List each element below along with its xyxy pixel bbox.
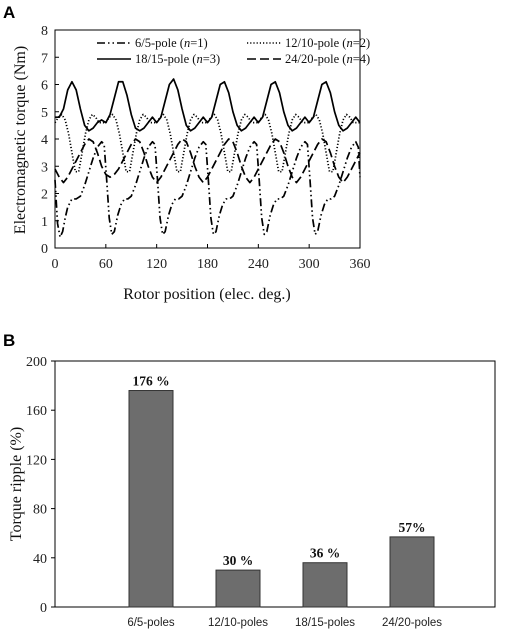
legend-label: 18/15-pole	[135, 52, 190, 66]
y-tick-label: 160	[26, 404, 47, 419]
y-tick-label: 1	[41, 215, 48, 230]
ripple-bars: 176 % 6/5-poles 30 % 12/10-poles 36 % 18/15-p…	[127, 374, 442, 629]
x-axis-title-a: Rotor position (elec. deg.)	[123, 286, 291, 303]
bar-value-label: 30 %	[223, 553, 253, 568]
legend-paren-close: )	[216, 52, 220, 66]
category-label: 12/10-poles	[208, 617, 268, 629]
y-tick-label: 7	[41, 51, 48, 66]
y-tick-label: 5	[41, 106, 48, 121]
y-tick-label: 4	[41, 133, 48, 148]
bar-3	[302, 562, 348, 608]
y-tick-label: 8	[41, 24, 48, 39]
y-axis-title-b: Torque ripple (%)	[8, 427, 25, 541]
bar-2	[215, 569, 261, 608]
legend-n: n	[196, 52, 202, 66]
category-label: 24/20-poles	[382, 617, 442, 629]
y-tick-label: 2	[41, 188, 48, 203]
x-tick-label: 120	[146, 257, 167, 272]
x-tick-label: 60	[99, 257, 113, 272]
bar-value-label: 176 %	[132, 374, 169, 389]
y-tick-label: 80	[33, 503, 47, 518]
y-axis-title-a: Electromagnetic torque (Nm)	[12, 46, 29, 234]
legend-paren-open: (	[189, 52, 196, 66]
x-tick-label: 240	[248, 257, 269, 272]
legend-label: 6/5-pole	[135, 36, 177, 50]
x-tick-label: 360	[350, 257, 371, 272]
panel-a-letter: A	[3, 3, 15, 22]
legend-entry-2: 12/10-pole (n=2)	[285, 36, 370, 50]
legend-entry-3: 18/15-pole (n=3)	[135, 52, 220, 66]
legend-paren-close: )	[204, 36, 208, 50]
legend-label: 24/20-pole	[285, 52, 340, 66]
legend-n-value: =2	[353, 36, 366, 50]
legend-entry-1: 6/5-pole (n=1)	[135, 36, 208, 50]
x-tick-label: 300	[299, 257, 320, 272]
panel-b-letter: B	[3, 331, 15, 350]
legend-n: n	[346, 52, 352, 66]
plot-b-frame	[54, 360, 496, 608]
legend-n-value: =1	[190, 36, 203, 50]
x-tick-label: 180	[197, 257, 218, 272]
y-tick-label: 6	[41, 79, 48, 94]
legend: 6/5-pole (n=1) 12/10-pole (n=2)18/15-pole…	[97, 36, 370, 66]
series-line-4	[54, 138, 361, 184]
y-tick-label: 0	[41, 242, 48, 257]
legend-paren-close: )	[366, 52, 370, 66]
y-tick-label: 200	[26, 355, 47, 370]
category-label: 6/5-poles	[127, 617, 175, 629]
torque-series	[54, 78, 361, 238]
legend-entry-4: 24/20-pole (n=4)	[285, 52, 370, 66]
legend-n-value: =3	[203, 52, 216, 66]
legend-paren-open: (	[177, 36, 184, 50]
y-tick-label: 40	[33, 552, 47, 567]
y-axis-b: 0 40 80 120 160 200	[26, 355, 55, 616]
legend-n-value: =4	[353, 52, 367, 66]
y-tick-label: 0	[40, 601, 47, 616]
legend-paren-open: (	[339, 52, 346, 66]
legend-label: 12/10-pole	[285, 36, 340, 50]
y-axis-a: 0 1 2 3 4 5 6 7 8	[41, 24, 59, 257]
series-line-3	[55, 78, 361, 132]
series-line-1	[54, 140, 361, 238]
y-tick-label: 3	[41, 160, 48, 175]
x-axis-a: 0 60 120 180 240 300 360	[52, 244, 371, 272]
bar-4	[389, 536, 435, 608]
bar-value-label: 57%	[399, 520, 426, 535]
legend-paren-close: )	[366, 36, 370, 50]
legend-n: n	[184, 36, 190, 50]
torque-ripple-chart: 0 40 80 120 160 200 176 % 6/5-poles 30 % 12/10-p…	[8, 355, 496, 629]
x-tick-label: 0	[52, 257, 59, 272]
legend-n: n	[346, 36, 352, 50]
y-tick-label: 120	[26, 453, 47, 468]
bar-1	[128, 390, 174, 608]
category-label: 18/15-poles	[295, 617, 355, 629]
bar-value-label: 36 %	[310, 546, 340, 561]
legend-paren-open: (	[339, 36, 346, 50]
